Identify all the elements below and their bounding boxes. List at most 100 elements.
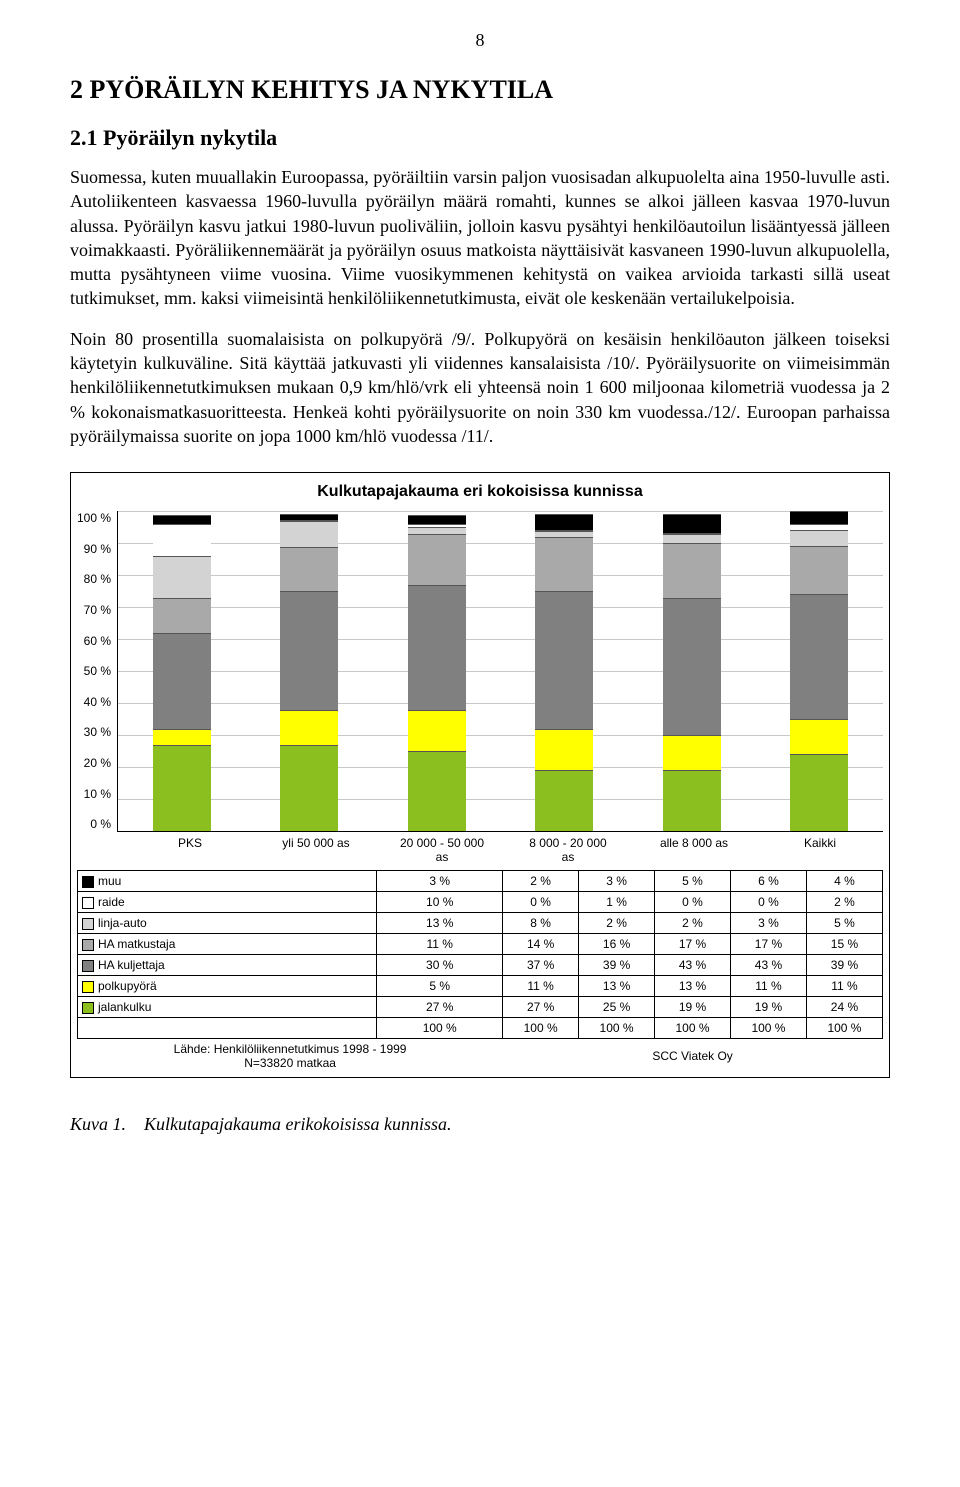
table-row: linja-auto13 %8 %2 %2 %3 %5 % [78, 913, 883, 934]
table-cell: 25 % [579, 997, 655, 1018]
x-tick-label: yli 50 000 as [253, 832, 379, 864]
figure-caption: Kuva 1. Kulkutapajakauma erikokoisissa k… [70, 1112, 890, 1136]
bar-segment-polkupyora [535, 729, 593, 771]
bar-segment-jalankulku [790, 754, 848, 831]
table-cell: 17 % [731, 934, 807, 955]
table-cell: 5 % [806, 913, 882, 934]
bar-segment-hakuljettaja [663, 598, 721, 736]
table-row: raide10 %0 %1 %0 %0 %2 % [78, 892, 883, 913]
x-tick-label: 20 000 - 50 000 as [379, 832, 505, 864]
chart-container: Kulkutapajakauma eri kokoisissa kunnissa… [70, 472, 890, 1078]
table-cell: 2 % [503, 871, 579, 892]
legend-swatch [82, 876, 94, 888]
bar-segment-polkupyora [153, 729, 211, 745]
table-row: polkupyörä5 %11 %13 %13 %11 %11 % [78, 976, 883, 997]
bar-segment-muu [663, 514, 721, 533]
legend-swatch [82, 1002, 94, 1014]
table-cell: 2 % [655, 913, 731, 934]
y-tick-label: 50 % [77, 664, 111, 678]
y-tick-label: 80 % [77, 572, 111, 586]
table-cell: 3 % [731, 913, 807, 934]
table-cell: 11 % [503, 976, 579, 997]
chart-x-axis: PKSyli 50 000 as20 000 - 50 000 as8 000 … [127, 832, 883, 864]
bar-column [408, 511, 466, 831]
heading-1: 2 PYÖRÄILYN KEHITYS JA NYKYTILA [70, 75, 890, 105]
table-cell: 27 % [377, 997, 503, 1018]
table-cell: 3 % [377, 871, 503, 892]
caption-text: Kulkutapajakauma erikokoisissa kunnissa. [144, 1114, 451, 1134]
y-tick-label: 20 % [77, 756, 111, 770]
table-cell: 37 % [503, 955, 579, 976]
legend-label: HA kuljettaja [78, 955, 377, 976]
table-cell: 39 % [806, 955, 882, 976]
heading-2: 2.1 Pyöräilyn nykytila [70, 125, 890, 151]
legend-swatch [82, 897, 94, 909]
table-cell: 100 % [377, 1018, 503, 1039]
legend-swatch [82, 918, 94, 930]
chart-title: Kulkutapajakauma eri kokoisissa kunnissa [77, 483, 883, 501]
table-cell: 0 % [731, 892, 807, 913]
table-cell: 10 % [377, 892, 503, 913]
table-cell: 100 % [731, 1018, 807, 1039]
table-cell: 4 % [806, 871, 882, 892]
paragraph-2: Noin 80 prosentilla suomalaisista on pol… [70, 327, 890, 448]
table-cell: 2 % [579, 913, 655, 934]
bar-segment-hakuljettaja [790, 594, 848, 719]
table-cell: 19 % [655, 997, 731, 1018]
bar-segment-hamatkustaja [408, 534, 466, 585]
table-row: HA matkustaja11 %14 %16 %17 %17 %15 % [78, 934, 883, 955]
bar-segment-muu [408, 515, 466, 525]
bar-segment-polkupyora [663, 735, 721, 770]
chart-source-label: Lähde: Henkilöliikennetutkimus 1998 - 19… [78, 1039, 503, 1074]
bar-segment-hamatkustaja [790, 546, 848, 594]
bar-segment-jalankulku [153, 745, 211, 831]
bar-column [280, 511, 338, 831]
bar-segment-hakuljettaja [535, 591, 593, 729]
x-tick-label: 8 000 - 20 000 as [505, 832, 631, 864]
table-cell: 19 % [731, 997, 807, 1018]
table-cell: 16 % [579, 934, 655, 955]
table-cell: 0 % [655, 892, 731, 913]
y-tick-label: 90 % [77, 542, 111, 556]
table-cell: 24 % [806, 997, 882, 1018]
table-cell: 11 % [731, 976, 807, 997]
table-cell: 13 % [377, 913, 503, 934]
bar-segment-muu [153, 515, 211, 525]
chart-credit-label: SCC Viatek Oy [503, 1039, 883, 1074]
table-cell: 1 % [579, 892, 655, 913]
bar-segment-hakuljettaja [153, 633, 211, 729]
legend-swatch [82, 981, 94, 993]
table-row-totals: 100 %100 %100 %100 %100 %100 % [78, 1018, 883, 1039]
bar-segment-polkupyora [280, 710, 338, 745]
legend-label: jalankulku [78, 997, 377, 1018]
table-row: HA kuljettaja30 %37 %39 %43 %43 %39 % [78, 955, 883, 976]
x-tick-label: alle 8 000 as [631, 832, 757, 864]
legend-label: muu [78, 871, 377, 892]
bar-segment-polkupyora [790, 719, 848, 754]
page-number: 8 [70, 30, 890, 51]
y-tick-label: 60 % [77, 634, 111, 648]
legend-swatch [82, 960, 94, 972]
paragraph-1: Suomessa, kuten muuallakin Euroopassa, p… [70, 165, 890, 311]
bar-segment-linjaauto [153, 556, 211, 598]
legend-label: linja-auto [78, 913, 377, 934]
table-cell: 5 % [655, 871, 731, 892]
table-cell: 5 % [377, 976, 503, 997]
table-cell: 100 % [503, 1018, 579, 1039]
x-tick-label: PKS [127, 832, 253, 864]
table-row: jalankulku27 %27 %25 %19 %19 %24 % [78, 997, 883, 1018]
table-cell: 100 % [655, 1018, 731, 1039]
bar-segment-jalankulku [408, 751, 466, 831]
chart-data-table: muu3 %2 %3 %5 %6 %4 %raide10 %0 %1 %0 %0… [77, 870, 883, 1073]
table-cell: 15 % [806, 934, 882, 955]
table-cell: 2 % [806, 892, 882, 913]
table-cell: 39 % [579, 955, 655, 976]
legend-label: polkupyörä [78, 976, 377, 997]
bar-segment-linjaauto [280, 521, 338, 547]
chart-footer-row: Lähde: Henkilöliikennetutkimus 1998 - 19… [78, 1039, 883, 1074]
bar-column [663, 511, 721, 831]
table-cell: 43 % [655, 955, 731, 976]
bar-segment-hamatkustaja [153, 598, 211, 633]
bar-segment-jalankulku [663, 770, 721, 831]
table-cell: 13 % [579, 976, 655, 997]
